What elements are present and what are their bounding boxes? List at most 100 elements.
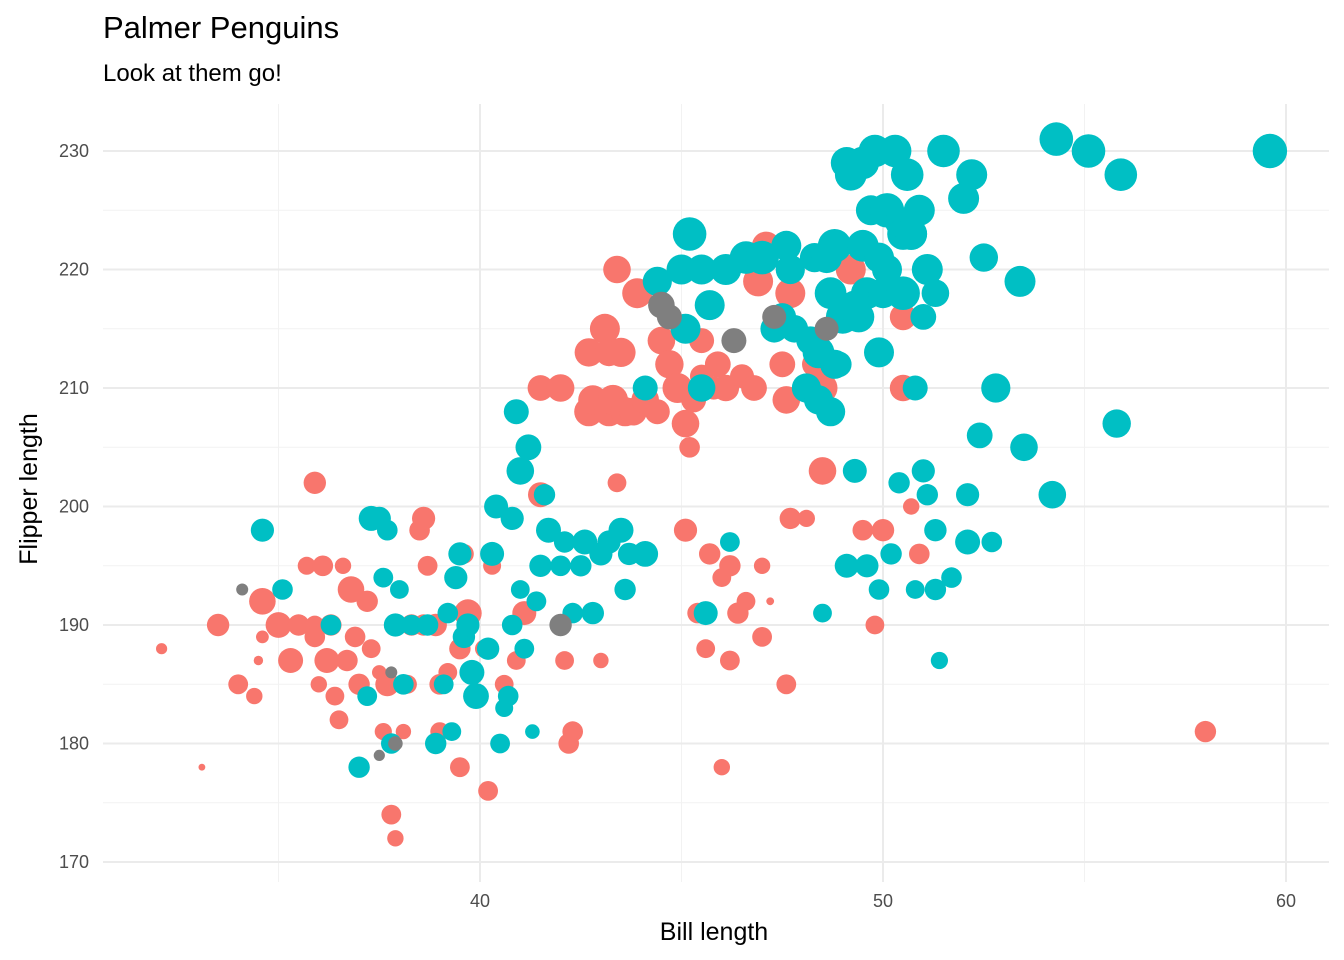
data-point	[720, 532, 740, 552]
data-point	[930, 651, 949, 670]
data-point	[562, 721, 583, 742]
data-point	[256, 630, 269, 644]
y-tick-label: 170	[59, 852, 89, 872]
data-point	[500, 506, 524, 530]
data-point	[387, 830, 404, 847]
data-point	[655, 350, 684, 379]
data-point	[671, 409, 700, 438]
data-point	[463, 683, 489, 709]
data-point	[377, 519, 398, 541]
data-point	[553, 531, 576, 553]
data-point	[249, 588, 276, 615]
data-point	[312, 555, 334, 577]
data-point	[673, 518, 698, 542]
data-point	[1194, 720, 1217, 743]
data-point	[956, 159, 988, 191]
data-point	[1071, 134, 1106, 168]
data-point	[880, 543, 902, 565]
data-point	[442, 722, 462, 741]
data-point	[515, 434, 542, 461]
data-point	[529, 554, 552, 577]
data-point	[401, 614, 422, 636]
data-point	[206, 613, 230, 637]
data-point	[890, 158, 924, 191]
data-point	[607, 473, 627, 493]
data-point	[713, 759, 730, 776]
data-point	[546, 374, 575, 402]
data-point	[835, 254, 866, 285]
data-point	[574, 338, 603, 367]
y-tick-label: 190	[59, 615, 89, 635]
data-point	[425, 732, 447, 755]
data-point	[632, 375, 658, 401]
data-point	[687, 374, 716, 402]
data-point	[696, 639, 716, 659]
data-point	[480, 541, 505, 566]
data-point	[287, 614, 310, 636]
data-point	[606, 337, 636, 367]
data-point	[356, 590, 378, 612]
data-point	[476, 637, 500, 660]
data-point	[752, 627, 772, 647]
data-point	[779, 507, 801, 530]
data-point	[325, 686, 345, 706]
y-tick-label: 220	[59, 260, 89, 280]
data-point	[642, 266, 672, 296]
data-point	[527, 375, 554, 401]
data-point	[762, 304, 787, 329]
data-point	[797, 509, 816, 527]
data-point	[852, 519, 874, 541]
data-point	[1252, 133, 1288, 169]
data-point	[855, 554, 879, 578]
data-point	[817, 229, 852, 263]
data-point	[334, 557, 352, 574]
data-point	[608, 517, 634, 543]
data-point	[416, 614, 439, 636]
data-point	[941, 567, 962, 588]
chart-subtitle: Look at them go!	[103, 60, 282, 87]
data-point	[433, 674, 454, 695]
data-point	[373, 749, 385, 762]
y-tick-label: 200	[59, 497, 89, 517]
data-point	[911, 254, 943, 285]
data-point	[357, 686, 378, 706]
data-point	[549, 613, 572, 637]
data-point	[721, 328, 747, 354]
data-point	[450, 757, 470, 778]
data-point	[889, 303, 917, 331]
data-point	[329, 710, 349, 730]
data-point	[672, 217, 707, 251]
data-point	[336, 649, 358, 672]
data-point	[769, 351, 796, 378]
data-point	[820, 349, 850, 379]
data-point	[1102, 409, 1131, 438]
data-point	[388, 736, 403, 751]
data-point	[348, 756, 370, 778]
data-point	[381, 804, 402, 825]
data-point	[902, 375, 928, 401]
data-point	[956, 483, 980, 507]
data-point	[156, 643, 168, 655]
data-point	[895, 218, 928, 250]
data-point	[550, 555, 571, 577]
data-point	[265, 612, 292, 638]
y-tick-label: 230	[59, 141, 89, 161]
data-point	[981, 373, 1011, 403]
data-point	[834, 553, 859, 578]
data-point	[775, 254, 805, 285]
data-point	[393, 674, 414, 695]
data-point	[1104, 158, 1138, 191]
data-point	[412, 506, 436, 530]
data-point	[903, 498, 920, 515]
data-point	[766, 597, 775, 606]
data-point	[745, 240, 779, 275]
data-point	[813, 603, 832, 623]
data-point	[905, 580, 925, 599]
data-point	[647, 326, 676, 355]
data-point	[526, 591, 547, 612]
x-tick-label: 50	[873, 891, 893, 911]
data-point	[693, 601, 718, 626]
data-point	[253, 655, 264, 666]
data-point	[868, 579, 890, 600]
data-point	[503, 399, 529, 425]
